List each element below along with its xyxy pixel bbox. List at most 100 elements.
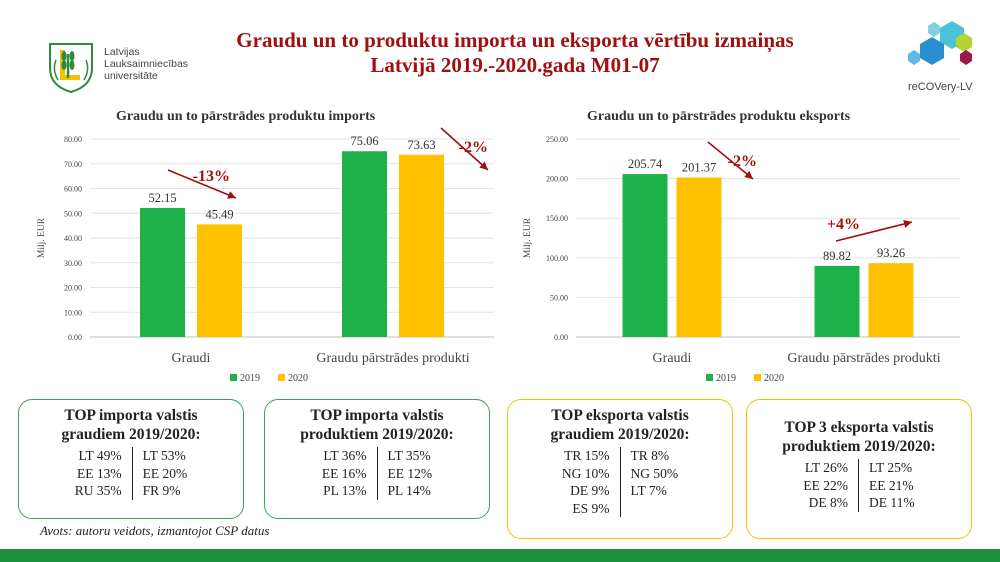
legend-swatch [230, 374, 237, 381]
change-annotation: -2% [459, 139, 488, 156]
data-label: 205.74 [628, 157, 663, 171]
llu-logo-text: Latvijas Lauksaimniecības universitāte [104, 46, 189, 82]
page-title: Graudu un to produktu importa un eksport… [190, 28, 840, 78]
legend-swatch [754, 374, 761, 381]
box-heading: TOP 3 eksporta valstis produktiem 2019/20… [782, 419, 936, 455]
country-share: EE 12% [387, 465, 433, 481]
legend-label: 2020 [288, 373, 308, 384]
box-heading: TOP importa valstis produktiem 2019/2020: [300, 407, 454, 443]
data-label: 201.37 [682, 161, 716, 175]
country-share: LT 25% [869, 460, 913, 475]
y-tick-label: 70.00 [64, 160, 82, 169]
category-label: Graudi [653, 351, 692, 366]
bar [399, 154, 444, 337]
recovery-logo-text: reCOVery-LV [908, 81, 973, 93]
wheat-shield-icon [49, 43, 93, 94]
countries-2019: LT 49% EE 13% RU 35% [75, 447, 133, 500]
y-tick-label: 80.00 [64, 135, 82, 144]
y-tick-label: 60.00 [64, 185, 82, 194]
country-share: EE 16% [321, 465, 367, 481]
y-tick-label: 20.00 [64, 284, 82, 293]
export-chart-title: Graudu un to pārstrādes produktu eksport… [587, 109, 851, 124]
data-label: 52.15 [148, 191, 176, 205]
change-arrowhead [903, 220, 912, 228]
change-arrow [440, 127, 489, 171]
change-arrow [707, 141, 754, 180]
country-share: DE 11% [869, 495, 915, 510]
y-tick-label: 0.00 [554, 333, 568, 342]
category-label: Graudu pārstrādes produkti [787, 351, 940, 366]
change-annotation: -13% [193, 168, 230, 185]
change-annotation: -2% [728, 153, 757, 170]
data-label: 89.82 [823, 249, 851, 263]
y-axis-label: Milj. EUR [37, 217, 47, 258]
bar [814, 265, 860, 337]
y-tick-label: 250.00 [546, 135, 568, 144]
y-tick-label: 0.00 [68, 333, 82, 342]
llu-logo: Latvijas Lauksaimniecības universitāte [42, 40, 212, 94]
data-label: 75.06 [350, 134, 378, 148]
title-line-2: Latvijā 2019.-2020.gada M01-07 [370, 53, 660, 77]
change-arrowhead [744, 170, 753, 179]
countries-2019: LT 26% EE 22% DE 8% [803, 459, 859, 512]
data-label: 93.26 [877, 246, 905, 260]
legend-label: 2019 [240, 373, 260, 384]
country-share: LT 7% [630, 483, 667, 498]
bar [140, 207, 185, 337]
countries-2020: LT 35% EE 12% PL 14% [378, 447, 433, 500]
import-bar-chart: 0.00 10.00 20.00 30.00 40.00 50.00 60.00 70.00 8… [37, 127, 494, 384]
country-share: EE 20% [142, 465, 188, 481]
y-tick-label: 10.00 [64, 308, 82, 317]
change-arrow [835, 221, 913, 242]
country-share: LT 36% [323, 448, 367, 463]
y-tick-label: 40.00 [64, 234, 82, 243]
bar [622, 174, 668, 337]
country-share: LT 49% [78, 448, 122, 463]
export-bar-chart: 0.00 50.00 100.00 150.00 200.00 250.00 Milj. E… [523, 135, 960, 384]
bar [676, 177, 722, 337]
country-share: NG 50% [630, 465, 679, 481]
bar [342, 151, 387, 337]
country-share: RU 35% [74, 483, 122, 498]
country-share: FR 9% [142, 483, 181, 498]
country-share: NG 10% [561, 465, 610, 481]
data-label: 73.63 [407, 138, 435, 152]
country-share: TR 15% [564, 448, 610, 463]
countries-2019: TR 15% NG 10% DE 9% ES 9% [562, 447, 621, 517]
top-export-grain-box: TOP eksporta valstis graudiem 2019/2020: … [507, 399, 733, 539]
change-arrowhead [479, 161, 488, 170]
y-axis-label: Milj. EUR [523, 217, 533, 258]
y-tick-label: 150.00 [546, 214, 568, 223]
data-label: 45.49 [205, 207, 233, 221]
legend-swatch [278, 374, 285, 381]
recovery-logo: reCOVery-LV [900, 14, 990, 100]
top-export-products-box: TOP 3 eksporta valstis produktiem 2019/20… [746, 399, 972, 539]
bar [868, 263, 914, 337]
country-share: ES 9% [572, 500, 610, 516]
y-tick-label: 100.00 [546, 254, 568, 263]
box-heading: TOP eksporta valstis graudiem 2019/2020: [550, 407, 690, 443]
country-share: EE 21% [869, 477, 914, 493]
country-share: EE 22% [803, 477, 848, 493]
country-share: LT 26% [804, 460, 848, 475]
top-import-products-box: TOP importa valstis produktiem 2019/2020:… [264, 399, 490, 519]
bar [197, 224, 242, 337]
change-annotation: +4% [827, 216, 860, 233]
y-tick-label: 200.00 [546, 175, 568, 184]
change-arrowhead [227, 191, 236, 199]
source-note: Avots: autoru veidots, izmantojot CSP da… [40, 523, 270, 538]
title-line-1: Graudu un to produktu importa un eksport… [236, 28, 794, 52]
hexagons-icon [908, 21, 972, 65]
footer-bar [0, 549, 1000, 562]
top-import-grain-box: TOP importa valstis graudiem 2019/2020: L… [18, 399, 244, 519]
country-share: PL 14% [387, 483, 431, 498]
import-chart-title: Graudu un to pārstrādes produktu imports [116, 109, 376, 124]
legend-label: 2019 [716, 373, 736, 384]
y-tick-label: 50.00 [550, 293, 568, 302]
category-label: Graudi [172, 351, 211, 366]
country-share: LT 53% [142, 448, 186, 463]
change-arrow [167, 169, 237, 199]
country-share: DE 9% [570, 483, 610, 498]
country-share: EE 13% [77, 465, 122, 481]
country-share: PL 13% [323, 483, 367, 498]
